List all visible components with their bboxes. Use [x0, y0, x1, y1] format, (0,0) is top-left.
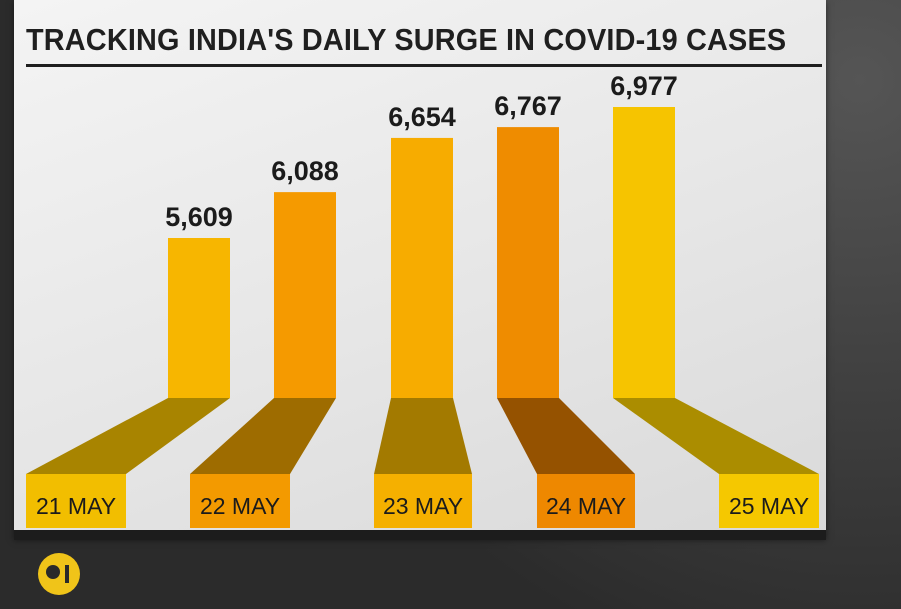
category-label-5: 25 MAY — [729, 493, 809, 519]
bar-shadow-4 — [497, 398, 635, 474]
bar-5 — [613, 107, 675, 398]
bar-base-1 — [26, 474, 126, 528]
bar-shadow-2 — [190, 398, 336, 474]
chart-title: TRACKING INDIA'S DAILY SURGE IN COVID-19… — [26, 22, 787, 57]
value-label-5: 6,977 — [610, 71, 678, 101]
bar-base-4 — [537, 474, 635, 528]
bar-4 — [497, 127, 559, 398]
bar-shadow-3 — [374, 398, 472, 474]
value-label-1: 5,609 — [165, 202, 233, 232]
bar-shadow-1 — [26, 398, 230, 474]
bar-2 — [274, 192, 336, 398]
category-label-3: 23 MAY — [383, 493, 463, 519]
bar-base-2 — [190, 474, 290, 528]
value-label-3: 6,654 — [388, 102, 456, 132]
wion-logo-icon — [38, 553, 80, 595]
bar-base-3 — [374, 474, 472, 528]
bar-3 — [391, 137, 453, 399]
category-label-1: 21 MAY — [36, 493, 116, 519]
panel-bottom-bar — [14, 530, 826, 540]
bar-shadow-5 — [613, 398, 819, 474]
value-label-4: 6,767 — [494, 91, 562, 121]
value-label-2: 6,088 — [271, 156, 339, 186]
bar-base-5 — [719, 474, 819, 528]
bar-1 — [168, 238, 230, 398]
title-underline — [26, 64, 822, 67]
category-label-4: 24 MAY — [546, 493, 626, 519]
category-label-2: 22 MAY — [200, 493, 280, 519]
